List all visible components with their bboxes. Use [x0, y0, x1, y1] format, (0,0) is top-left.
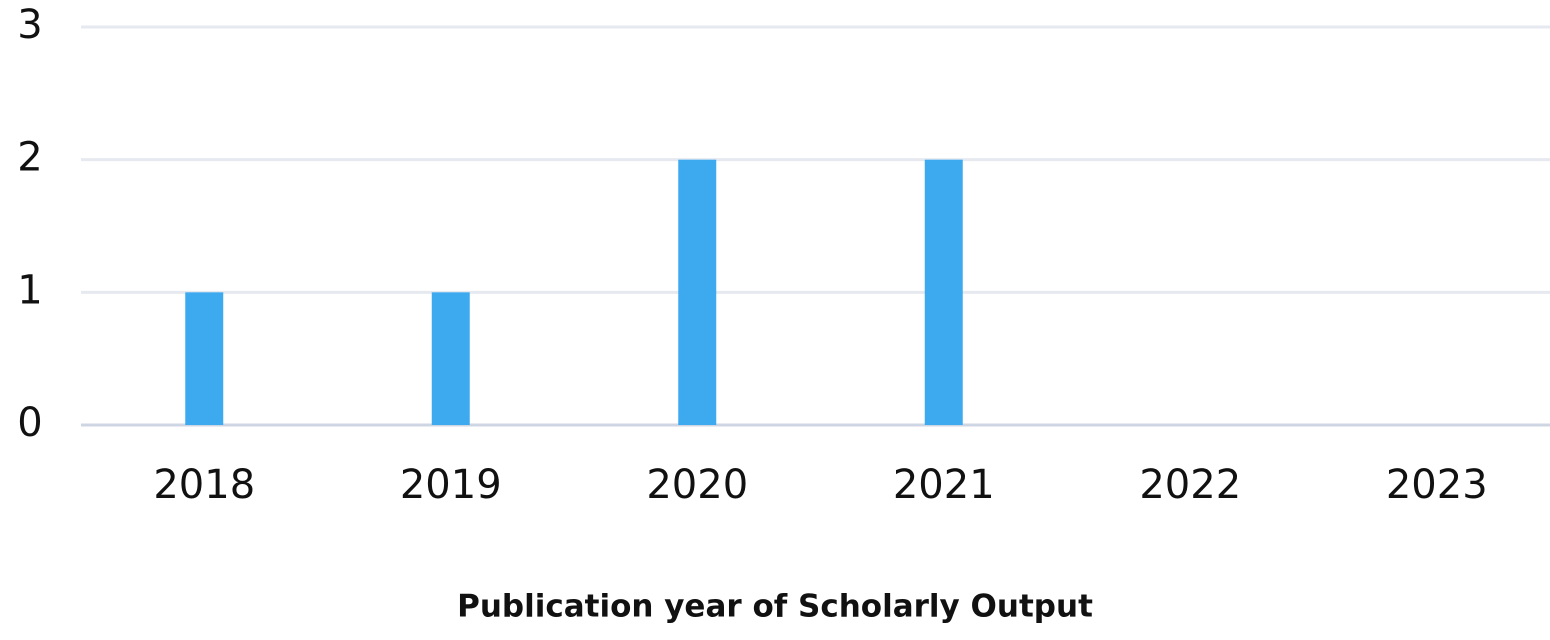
y-tick-label: 2 — [17, 135, 42, 181]
x-tick-label: 2018 — [153, 462, 255, 508]
x-axis-label: Publication year of Scholarly Output — [457, 589, 1093, 625]
x-tick-label: 2021 — [893, 462, 995, 508]
y-tick-label: 0 — [17, 400, 42, 446]
x-tick-label: 2022 — [1139, 462, 1241, 508]
y-tick-label: 3 — [17, 2, 42, 48]
bar — [185, 292, 224, 425]
x-tick-label: 2023 — [1386, 462, 1488, 508]
x-tick-label: 2020 — [646, 462, 748, 508]
bar — [431, 292, 470, 425]
bar — [678, 159, 717, 425]
x-tick-label: 2019 — [400, 462, 502, 508]
bar — [924, 159, 963, 425]
y-tick-label: 1 — [17, 267, 42, 313]
